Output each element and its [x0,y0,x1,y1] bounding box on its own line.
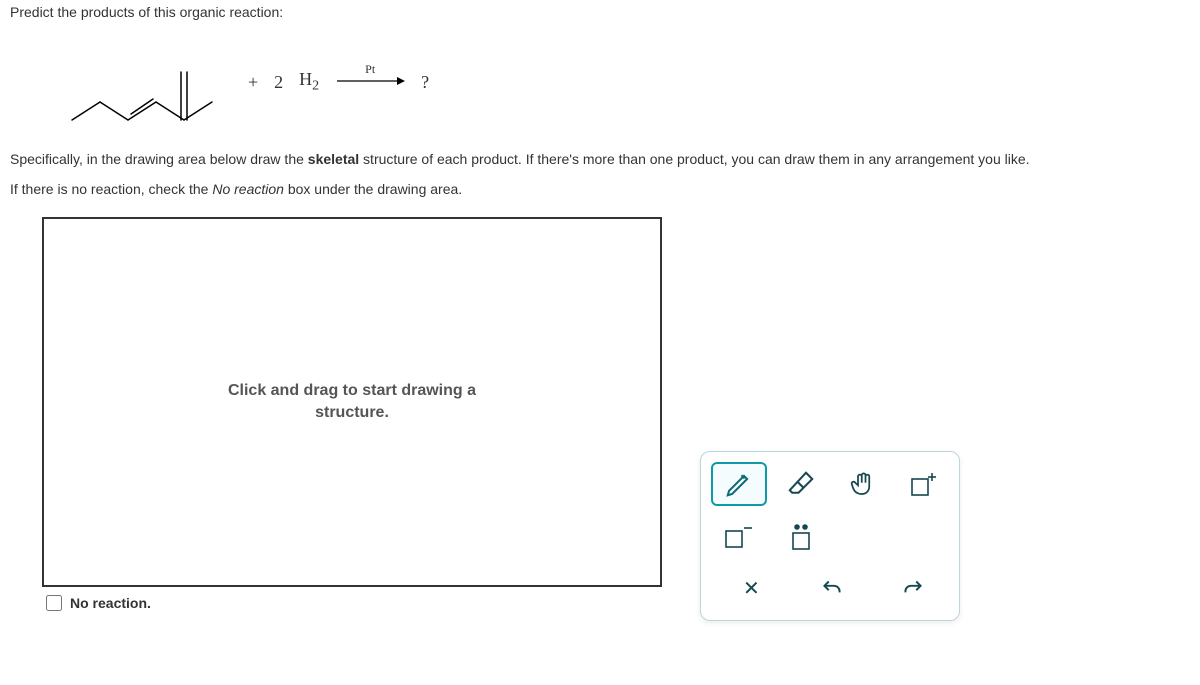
no-reaction-label: No reaction. [70,595,151,611]
catalyst-label: Pt [335,62,405,77]
undo-button[interactable] [804,570,860,606]
drawing-hint: Click and drag to start drawing a struct… [228,380,476,425]
reaction-equation: + 2 H2 Pt ? [62,32,1190,132]
hand-tool[interactable] [835,462,891,506]
instruction-1: Specifically, in the drawing area below … [10,150,1190,170]
instruction2-pre: If there is no reaction, check the [10,181,212,197]
reaction-arrow: Pt [335,74,405,91]
reactant-structure [62,32,232,132]
prompt-text: Predict the products of this organic rea… [10,4,1190,20]
instruction2-italic: No reaction [212,181,284,197]
pencil-tool[interactable] [711,462,767,506]
redo-button[interactable] [885,570,941,606]
toolbox: ✕ [700,451,960,621]
instruction1-post: structure of each product. If there's mo… [359,151,1029,167]
spacer-1 [835,514,891,558]
charge-plus-tool[interactable] [897,462,953,506]
reagent-subscript: 2 [312,79,319,94]
product-placeholder: ? [421,72,429,93]
hint-line2: structure. [315,404,389,421]
lone-pair-tool[interactable] [773,514,829,558]
drawing-canvas[interactable]: Click and drag to start drawing a struct… [42,217,662,587]
coefficient: 2 [274,72,283,93]
clear-button[interactable]: ✕ [723,570,779,606]
plus-sign: + [248,72,258,93]
eraser-tool[interactable] [773,462,829,506]
instruction1-bold: skeletal [308,151,359,167]
no-reaction-checkbox[interactable] [46,595,62,611]
reagent-base: H [299,69,312,89]
hydrogen-reagent: H2 [299,69,319,95]
charge-minus-tool[interactable] [711,514,767,558]
instruction1-pre: Specifically, in the drawing area below … [10,151,308,167]
spacer-2 [897,514,953,558]
no-reaction-row[interactable]: No reaction. [46,595,1190,611]
instruction2-post: box under the drawing area. [284,181,462,197]
hint-line1: Click and drag to start drawing a [228,382,476,399]
instruction-2: If there is no reaction, check the No re… [10,180,1190,200]
